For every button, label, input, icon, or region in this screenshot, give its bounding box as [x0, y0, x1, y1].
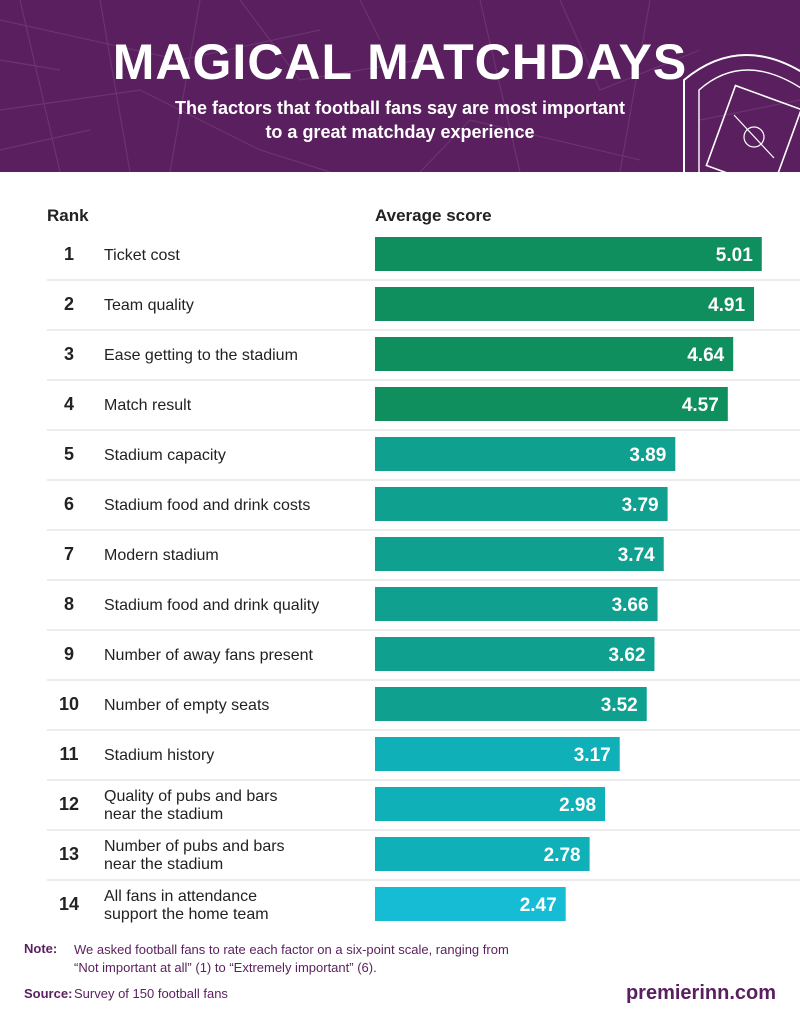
source-text: Survey of 150 football fans [74, 986, 228, 1001]
bar [375, 487, 668, 521]
bar [375, 637, 655, 671]
rank-number: 13 [59, 844, 79, 864]
rank-number: 3 [64, 344, 74, 364]
street-map-background [0, 0, 800, 172]
value-label: 2.98 [559, 795, 596, 816]
bar-chart: 1 Ticket cost 5.01 2 Team quality 4.91 3 Ease g… [47, 237, 800, 923]
rank-number: 8 [64, 594, 74, 614]
value-label: 3.52 [601, 695, 638, 716]
rank-number: 7 [64, 544, 74, 564]
factor-label: Stadium food and drink quality [104, 597, 319, 614]
footer-source: Source: Survey of 150 football fans [24, 986, 228, 1001]
page-title: MAGICAL MATCHDAYS [112, 34, 688, 90]
bar [375, 737, 620, 771]
source-label: Source: [24, 986, 73, 1001]
factor-label: Match result [104, 397, 192, 414]
factor-label: Stadium capacity [104, 447, 226, 464]
factor-label: near the stadium [104, 856, 223, 873]
rank-number: 12 [59, 794, 79, 814]
factor-label: Quality of pubs and bars [104, 788, 277, 805]
rank-number: 2 [64, 294, 74, 314]
value-label: 5.01 [716, 245, 753, 266]
value-label: 3.89 [629, 445, 666, 466]
bar [375, 437, 676, 471]
bar [375, 537, 664, 571]
header-banner: MAGICAL MATCHDAYS The factors that footb… [0, 0, 800, 172]
factor-label: Modern stadium [104, 547, 219, 564]
bar [375, 687, 647, 721]
rank-number: 9 [64, 644, 74, 664]
rank-number: 10 [59, 694, 79, 714]
rank-number: 11 [59, 744, 78, 764]
value-label: 3.79 [622, 495, 659, 516]
value-label: 3.74 [618, 545, 655, 566]
footer-note: Note: We asked football fans to rate each… [24, 941, 514, 977]
bar [375, 337, 734, 371]
stadium-icon [683, 54, 800, 172]
value-label: 3.66 [612, 595, 649, 616]
note-text: We asked football fans to rate each fact… [74, 942, 509, 975]
factor-label: Ticket cost [104, 247, 180, 264]
note-label: Note: [24, 941, 58, 956]
rank-number: 14 [59, 894, 79, 914]
bar [375, 387, 728, 421]
rank-column-header: Rank [47, 206, 89, 225]
factor-label: Number of pubs and bars [104, 838, 285, 855]
factor-label: Team quality [104, 297, 194, 314]
factor-label: support the home team [104, 906, 269, 923]
value-label: 4.64 [687, 345, 724, 366]
bar [375, 887, 566, 921]
brand-logo: premierinn.com [625, 982, 776, 1004]
bar [375, 287, 755, 321]
factor-label: Number of empty seats [104, 697, 269, 714]
value-label: 4.57 [682, 395, 719, 416]
bar [375, 837, 590, 871]
factor-label: All fans in attendance [104, 888, 257, 905]
score-column-header: Average score [375, 206, 492, 225]
value-label: 3.62 [608, 645, 645, 666]
factor-label: near the stadium [104, 806, 223, 823]
page-subtitle: The factors that football fans say are m… [0, 96, 800, 144]
value-label: 2.78 [544, 845, 581, 866]
bar [375, 237, 762, 271]
rank-number: 5 [64, 444, 74, 464]
rank-number: 6 [64, 494, 74, 514]
factor-label: Number of away fans present [104, 647, 314, 664]
subtitle-line: to a great matchday experience [265, 122, 535, 142]
bar [375, 787, 606, 821]
factor-label: Stadium history [104, 747, 214, 764]
value-label: 3.17 [574, 745, 611, 766]
factor-label: Ease getting to the stadium [104, 347, 298, 364]
rank-number: 4 [64, 394, 74, 414]
rank-number: 1 [64, 244, 74, 264]
factor-label: Stadium food and drink costs [104, 497, 310, 514]
value-label: 2.47 [520, 895, 557, 916]
value-label: 4.91 [708, 295, 745, 316]
bar [375, 587, 658, 621]
subtitle-line: The factors that football fans say are m… [174, 98, 626, 118]
